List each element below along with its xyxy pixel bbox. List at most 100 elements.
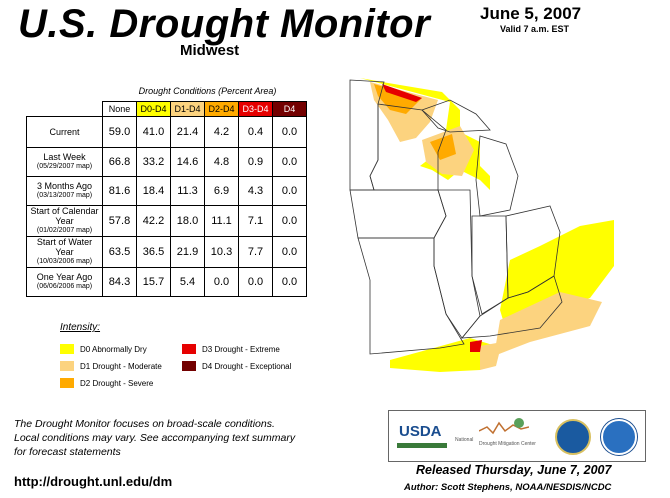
map-date: June 5, 2007 [480,4,582,23]
table-cell: 7.7 [238,236,273,268]
row-label-date: (05/29/2007 map) [36,163,93,170]
col-header-d2-d4: D2-D4 [204,101,239,117]
noaa-logo-icon [601,419,637,455]
legend-swatch-d4 [182,361,196,371]
commerce-seal-icon [555,419,591,455]
table-cell: 18.4 [136,176,171,206]
row-label: One Year Ago (06/06/2006 map) [26,267,103,297]
legend-swatch-d3 [182,344,196,354]
row-label-text: Start of Calendar Year [30,206,99,226]
table-cell: 15.7 [136,267,171,297]
col-header-d0-d4: D0-D4 [136,101,171,117]
table-row: Current 59.0 41.0 21.4 4.2 0.4 0.0 [26,116,307,148]
table-cell: 57.8 [102,205,137,237]
table-cell: 0.0 [272,116,307,148]
table-cell: 0.0 [272,147,307,177]
drought-area-d1-bootheel [480,342,502,370]
row-label: Last Week (05/29/2007 map) [26,147,103,177]
valid-time: Valid 7 a.m. EST [500,24,570,34]
author-credit: Author: Scott Stephens, NOAA/NESDIS/NCDC [404,482,612,493]
table-cell: 0.0 [204,267,239,297]
row-label-date: (01/02/2007 map) [36,227,93,234]
row-label-text: One Year Ago [36,272,93,282]
legend-swatch-d0 [60,344,74,354]
drought-area-d0-south [390,338,496,372]
footnote: The Drought Monitor focuses on broad-sca… [14,417,374,459]
table-cell: 0.4 [238,116,273,148]
legend-item-d2: D2 Drought - Severe [60,378,153,388]
legend-label-d1: D1 Drought - Moderate [80,361,162,371]
legend-label-d3: D3 Drought - Extreme [202,344,280,354]
state-outline-iowa [349,189,447,239]
footnote-line-2: Local conditions may vary. See accompany… [14,432,296,444]
drought-monitor-url[interactable]: http://drought.unl.edu/dm [14,474,173,489]
table-corner [27,102,103,117]
drought-area-d1-south [494,292,602,356]
table-cell: 0.0 [272,236,307,268]
state-outline-michigan-lower [475,135,519,217]
row-label-text: Current [49,127,80,137]
table-cell: 59.0 [102,116,137,148]
table-cell: 7.1 [238,205,273,237]
table-cell: 0.0 [238,267,273,297]
table-cell: 4.2 [204,116,239,148]
row-label-text: Last Week [43,152,86,162]
midwest-drought-map [349,78,614,372]
row-label-text: 3 Months Ago [36,181,93,191]
table-row: Last Week (05/29/2007 map) 66.8 33.2 14.6 4.8… [26,147,307,177]
table-cell: 10.3 [204,236,239,268]
row-label-date: (06/06/2006 map) [36,283,93,290]
row-label: 3 Months Ago (03/13/2007 map) [26,176,103,206]
row-label: Start of Water Year (10/03/2006 map) [26,236,103,268]
drought-conditions-table: None D0-D4 D1-D4 D2-D4 D3-D4 D4 Current 5… [26,101,307,297]
usda-logo: USDA [399,423,442,440]
state-outline-missouri [357,237,465,355]
usda-logo-bar [397,443,447,448]
legend-label-d0: D0 Abnormally Dry [80,344,147,354]
table-row: Start of Water Year (10/03/2006 map) 63.5 3… [26,236,307,268]
table-cell: 11.3 [170,176,205,206]
released-date: Released Thursday, June 7, 2007 [416,463,612,477]
legend-title: Intensity: [60,322,101,333]
legend-label-d2: D2 Drought - Severe [80,378,154,388]
state-outline-illinois [433,189,481,339]
table-cell: 14.6 [170,147,205,177]
table-row: 3 Months Ago (03/13/2007 map) 81.6 18.4 11.3… [26,176,307,206]
state-outline-kentucky [461,275,563,339]
drought-area-d3-bootheel [470,340,482,352]
sponsor-logos: USDA National Drought Mitigation Center [388,410,646,462]
ndmc-logo-line-1: National [455,437,474,443]
row-label-date: (10/03/2006 map) [36,258,93,265]
legend-item-d4: D4 Drought - Exceptional [182,361,291,371]
state-outline-michigan-upper [421,99,491,133]
col-header-none: None [102,101,137,117]
table-cell: 21.9 [170,236,205,268]
table-cell: 81.6 [102,176,137,206]
table-cell: 0.9 [238,147,273,177]
drought-area-d2-wisc [430,134,456,160]
table-cell: 21.4 [170,116,205,148]
table-cell: 6.9 [204,176,239,206]
table-cell: 0.0 [272,205,307,237]
table-row: One Year Ago (06/06/2006 map) 84.3 15.7 5.4 0… [26,267,307,297]
legend-item-d1: D1 Drought - Moderate [60,361,162,371]
legend-item-d3: D3 Drought - Extreme [182,344,280,354]
drought-area-d0-ohio [500,220,614,330]
legend-label-d4: D4 Drought - Exceptional [202,361,292,371]
table-cell: 11.1 [204,205,239,237]
row-label-text: Start of Water Year [36,237,93,257]
page-title: U.S. Drought Monitor [18,2,431,46]
table-cell: 33.2 [136,147,171,177]
drought-area-d3 [382,84,422,102]
ndmc-logo-line-2: Drought Mitigation Center [479,441,536,447]
table-caption: Drought Conditions (Percent Area) [138,86,277,96]
footnote-line-1: The Drought Monitor focuses on broad-sca… [14,418,275,430]
table-row: Start of Calendar Year (01/02/2007 map) 57… [26,205,307,237]
table-cell: 0.0 [272,176,307,206]
col-header-d4: D4 [272,101,307,117]
row-label: Current [26,116,103,148]
table-cell: 84.3 [102,267,137,297]
table-cell: 63.5 [102,236,137,268]
table-cell: 5.4 [170,267,205,297]
table-cell: 41.0 [136,116,171,148]
